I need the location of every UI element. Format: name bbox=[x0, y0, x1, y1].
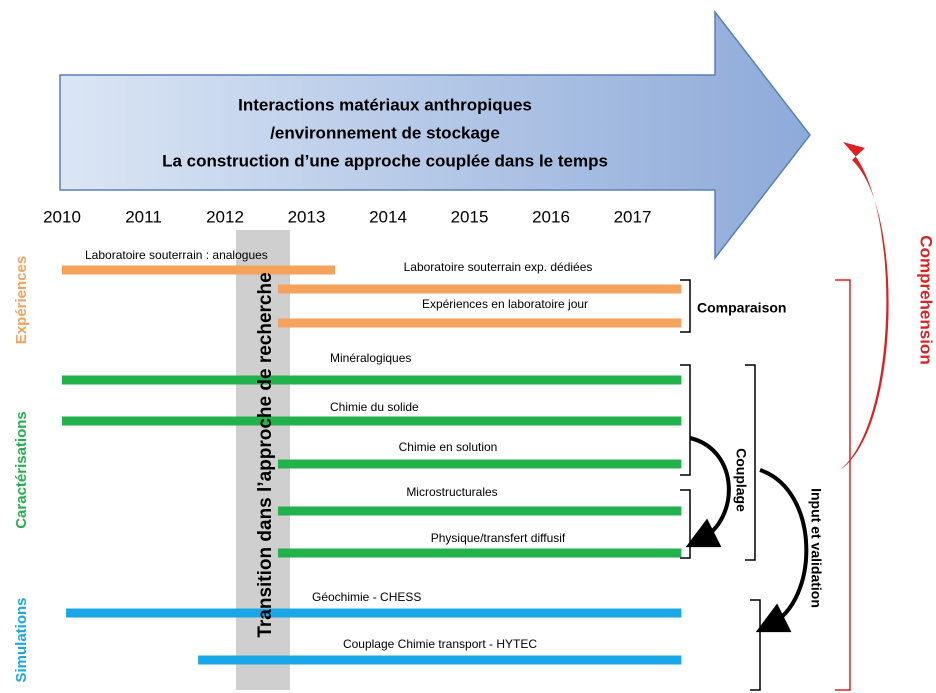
timeline-bar bbox=[277, 284, 682, 294]
red-bracket bbox=[835, 279, 851, 691]
group-label: Expériences bbox=[13, 256, 30, 344]
bar-label: Minéralogiques bbox=[330, 351, 411, 365]
year-label: 2013 bbox=[288, 207, 326, 226]
year-label: 2012 bbox=[206, 207, 244, 226]
year-label: 2010 bbox=[43, 207, 81, 226]
year-label: 2016 bbox=[532, 207, 570, 226]
comparaison-label: Comparaison bbox=[697, 300, 786, 316]
bracket bbox=[750, 599, 761, 691]
timeline-bar bbox=[62, 375, 682, 385]
comprehension-label: Comprehension bbox=[917, 235, 936, 364]
couplage-label: Couplage bbox=[733, 448, 749, 512]
timeline-bar bbox=[277, 548, 682, 558]
bracket bbox=[680, 364, 691, 476]
bar-label: Chimie en solution bbox=[399, 440, 498, 454]
validation-arrow bbox=[755, 468, 809, 633]
title-line: /environnement de stockage bbox=[270, 123, 500, 142]
bracket bbox=[680, 489, 691, 559]
bar-label: Laboratoire souterrain exp. dédiées bbox=[404, 260, 593, 274]
year-label: 2011 bbox=[125, 207, 162, 226]
bar-label: Expériences en laboratoire jour bbox=[422, 297, 588, 311]
bar-label: Géochimie - CHESS bbox=[312, 590, 421, 604]
timeline-bar bbox=[277, 506, 682, 516]
title-line: La construction d’une approche couplée d… bbox=[162, 151, 608, 170]
timeline-bar bbox=[277, 318, 682, 328]
bracket bbox=[745, 364, 756, 561]
bar-label: Laboratoire souterrain : analogues bbox=[85, 248, 268, 262]
timeline-bar bbox=[277, 459, 682, 469]
group-label: Caractérisations bbox=[13, 411, 30, 529]
input-label: Input et validation bbox=[808, 488, 824, 608]
title-line: Interactions matériaux anthropiques bbox=[238, 95, 532, 114]
bar-label: Physique/transfert diffusif bbox=[431, 531, 566, 545]
timeline-bar bbox=[198, 655, 682, 665]
year-label: 2014 bbox=[369, 207, 407, 226]
timeline-bar bbox=[62, 416, 682, 426]
year-label: 2017 bbox=[614, 207, 652, 226]
time-arrow bbox=[59, 9, 811, 261]
bar-label: Chimie du solide bbox=[330, 400, 419, 414]
bar-label: Microstructurales bbox=[406, 485, 497, 499]
comprehension-arrow bbox=[840, 142, 889, 470]
timeline-bar bbox=[62, 265, 336, 275]
coupling-arrow bbox=[685, 436, 731, 548]
transition-label: Transition dans l’approche de recherche bbox=[255, 272, 276, 637]
bracket bbox=[680, 279, 691, 333]
timeline-bar bbox=[66, 608, 682, 618]
group-label: Simulations bbox=[13, 597, 30, 682]
bar-label: Couplage Chimie transport - HYTEC bbox=[343, 637, 537, 651]
year-label: 2015 bbox=[451, 207, 489, 226]
